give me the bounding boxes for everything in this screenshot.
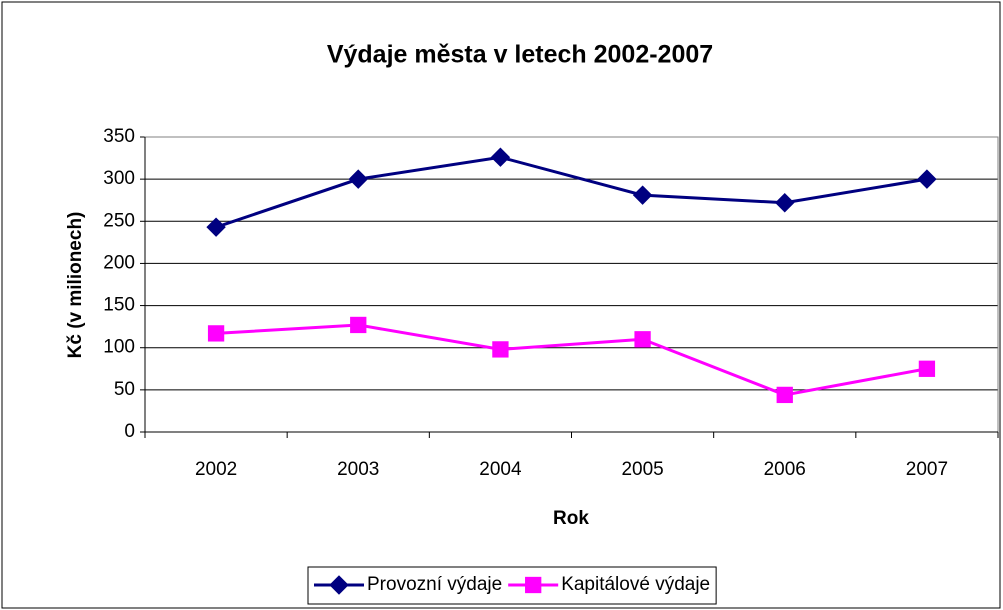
x-tick-label: 2004 xyxy=(479,459,522,480)
marker xyxy=(350,316,367,334)
marker xyxy=(775,193,795,213)
y-axis-label: Kč (v milionech) xyxy=(65,212,86,359)
y-tick-label: 50 xyxy=(114,379,135,400)
y-tick-label: 150 xyxy=(103,295,135,316)
marker xyxy=(206,217,226,237)
legend-label: Kapitálové výdaje xyxy=(561,574,710,595)
marker xyxy=(207,325,225,342)
x-tick-label: 2006 xyxy=(764,459,806,480)
x-tick-label: 2005 xyxy=(621,459,663,480)
marker xyxy=(329,575,349,595)
y-tick-label: 250 xyxy=(103,210,135,231)
x-tick-label: 2003 xyxy=(337,459,379,480)
marker xyxy=(492,341,509,358)
y-tick-label: 300 xyxy=(103,168,135,189)
y-tick-label: 350 xyxy=(103,126,135,147)
y-tick-label: 100 xyxy=(103,337,135,358)
series-line xyxy=(215,323,928,397)
marker xyxy=(490,147,511,167)
marker xyxy=(632,185,653,205)
marker xyxy=(917,169,937,189)
x-axis-label: Rok xyxy=(553,508,589,529)
x-tick-label: 2007 xyxy=(906,459,948,480)
series-line xyxy=(215,155,928,229)
marker xyxy=(348,169,368,189)
marker xyxy=(776,386,793,404)
legend-label: Provozní výdaje xyxy=(367,574,502,595)
x-tick-label: 2002 xyxy=(195,459,237,480)
y-tick-label: 0 xyxy=(124,421,135,442)
y-tick-label: 200 xyxy=(103,252,135,273)
marker xyxy=(918,360,936,377)
marker xyxy=(525,576,542,594)
marker xyxy=(634,331,651,348)
chart-title: Výdaje města v letech 2002-2007 xyxy=(327,41,713,69)
